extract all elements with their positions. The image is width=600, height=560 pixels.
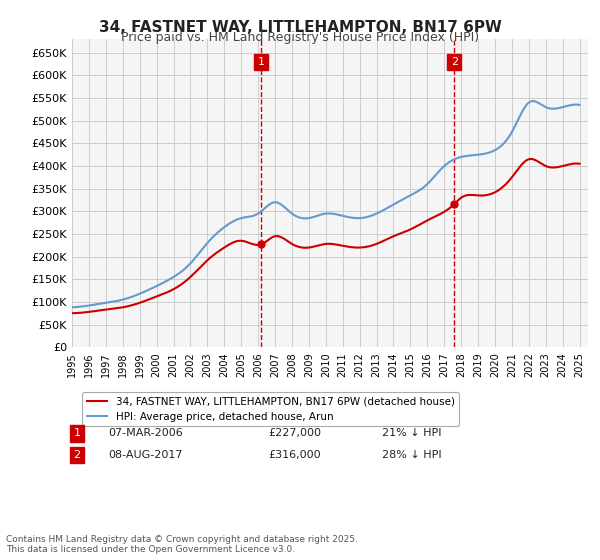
- Legend: 34, FASTNET WAY, LITTLEHAMPTON, BN17 6PW (detached house), HPI: Average price, d: 34, FASTNET WAY, LITTLEHAMPTON, BN17 6PW…: [82, 393, 459, 426]
- Text: 28% ↓ HPI: 28% ↓ HPI: [382, 450, 441, 460]
- Text: 2: 2: [74, 450, 81, 460]
- Text: Price paid vs. HM Land Registry's House Price Index (HPI): Price paid vs. HM Land Registry's House …: [121, 31, 479, 44]
- Text: 1: 1: [74, 428, 80, 438]
- Text: 08-AUG-2017: 08-AUG-2017: [108, 450, 182, 460]
- Text: 34, FASTNET WAY, LITTLEHAMPTON, BN17 6PW: 34, FASTNET WAY, LITTLEHAMPTON, BN17 6PW: [98, 20, 502, 35]
- Text: Contains HM Land Registry data © Crown copyright and database right 2025.
This d: Contains HM Land Registry data © Crown c…: [6, 535, 358, 554]
- Text: 07-MAR-2006: 07-MAR-2006: [108, 428, 183, 438]
- Text: 21% ↓ HPI: 21% ↓ HPI: [382, 428, 441, 438]
- Text: 2: 2: [451, 57, 458, 67]
- Text: £316,000: £316,000: [268, 450, 321, 460]
- Text: 1: 1: [257, 57, 265, 67]
- Text: £227,000: £227,000: [268, 428, 321, 438]
